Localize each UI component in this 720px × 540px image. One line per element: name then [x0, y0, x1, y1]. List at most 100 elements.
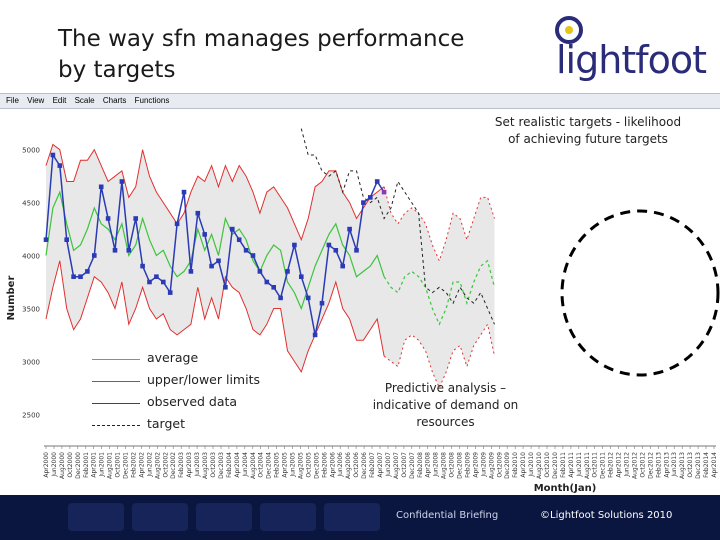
x-tick-label: Feb2006 [321, 452, 328, 478]
y-axis-label: Number [6, 276, 17, 321]
lightfoot-logo [555, 16, 583, 44]
x-tick-label: Dec2002 [170, 452, 177, 479]
x-tick-label: Dec2013 [695, 452, 702, 479]
x-tick-label: Feb2009 [465, 452, 472, 478]
x-tick-label: Dec2005 [313, 452, 320, 479]
observed-data-point [133, 216, 138, 221]
x-tick-label: Oct2002 [162, 452, 169, 478]
x-tick-label: Apr2006 [329, 452, 336, 478]
lower-limit-line [45, 260, 385, 374]
x-tick-label: Feb2010 [512, 452, 519, 478]
observed-data-point [57, 163, 63, 168]
observed-data-point [216, 258, 221, 264]
x-tick-label: Oct2004 [258, 452, 265, 478]
observed-data-point [250, 253, 256, 258]
y-tick-label: 3000 [22, 358, 40, 366]
x-axis-label: Month(Jan) [534, 483, 597, 494]
x-tick-label: Feb2001 [83, 452, 90, 478]
observed-data-point [347, 226, 352, 232]
x-tick-label: Feb2004 [226, 452, 233, 478]
menu-item-view[interactable]: View [27, 96, 45, 105]
x-tick-label: Jun2006 [337, 452, 344, 478]
x-tick-label: Oct2003 [210, 452, 217, 478]
x-tick-label: Feb2003 [178, 452, 185, 478]
observed-data-point [243, 248, 249, 253]
x-tick-label: Jun2000 [51, 452, 58, 478]
x-tick-label: Dec2006 [361, 452, 368, 479]
x-tick-label: Jun2013 [671, 452, 678, 478]
average-line [45, 190, 385, 311]
observed-data-point [105, 216, 111, 221]
y-tick-label: 2500 [22, 411, 40, 419]
average-forecast-line [383, 259, 496, 326]
x-tick-label: Oct2001 [115, 452, 122, 478]
x-tick-label: Apr2005 [282, 452, 289, 478]
x-tick-label: Feb2013 [655, 452, 662, 478]
y-tick-label: 4500 [22, 200, 40, 208]
observed-data-point [271, 285, 276, 290]
footer-tile [324, 503, 380, 531]
x-tick-label: Apr2012 [616, 452, 623, 478]
x-tick-label: Aug2010 [536, 452, 543, 479]
y-tick-label: 3500 [22, 306, 40, 314]
observed-data-point [278, 295, 283, 301]
x-tick-label: Feb2014 [703, 452, 710, 478]
x-tick-label: Oct2009 [496, 452, 503, 478]
observed-data-point [340, 263, 345, 269]
x-tick-label: Feb2008 [417, 452, 424, 478]
x-tick-label: Jun2010 [528, 452, 535, 478]
x-tick-label: Apr2014 [711, 452, 718, 478]
footer-copyright: ©Lightfoot Solutions 2010 [540, 510, 673, 521]
menu-item-functions[interactable]: Functions [134, 96, 170, 105]
observed-data-point [319, 300, 325, 306]
observed-data-point [71, 274, 76, 279]
observed-data-point [161, 279, 166, 285]
x-tick-label: Oct2011 [592, 452, 599, 478]
x-tick-label: Feb2002 [131, 452, 138, 478]
x-tick-label: Aug2007 [393, 452, 400, 479]
footer-bar: Confidential Briefing ©Lightfoot Solutio… [0, 495, 720, 540]
observed-data-point [119, 179, 125, 184]
menu-item-file[interactable]: File [6, 96, 19, 105]
footer-tile [68, 503, 124, 531]
x-tick-label: Aug2000 [59, 452, 66, 479]
x-tick-label: Dec2007 [409, 452, 416, 479]
observed-data-point [305, 295, 311, 301]
y-tick-label: 5000 [22, 147, 40, 155]
observed-data-point [140, 263, 145, 269]
observed-data-point [236, 237, 242, 242]
menu-item-edit[interactable]: Edit [52, 96, 67, 105]
observed-data-point [209, 263, 214, 269]
observed-data-point [326, 242, 332, 248]
x-tick-label: Apr2007 [377, 452, 384, 478]
logo-dot-icon [565, 26, 573, 34]
observed-data-point [285, 269, 290, 274]
observed-data-point [202, 232, 207, 237]
x-tick-label: Oct2008 [449, 452, 456, 478]
forecast-highlight-circle [560, 209, 720, 377]
menu-item-charts[interactable]: Charts [102, 96, 127, 105]
x-tick-label: Dec2009 [504, 452, 511, 479]
x-tick-label: Aug2003 [202, 452, 209, 479]
x-tick-label: Aug2005 [298, 452, 305, 479]
x-tick-label: Oct2007 [401, 452, 408, 478]
x-tick-label: Feb2007 [369, 452, 376, 478]
x-tick-label: Aug2009 [488, 452, 495, 479]
x-tick-label: Dec2012 [647, 452, 654, 479]
menu-item-scale[interactable]: Scale [74, 96, 95, 105]
observed-data-point [299, 274, 304, 279]
x-tick-label: Oct2000 [67, 452, 74, 478]
observed-data-point [354, 248, 359, 253]
x-tick-label: Jun2009 [480, 452, 487, 478]
observed-data-point [381, 189, 387, 195]
x-tick-label: Feb2011 [560, 452, 567, 478]
callout-predictive: Predictive analysis – indicative of dema… [372, 381, 519, 429]
observed-data-point [78, 274, 83, 279]
y-tick-label: 4000 [22, 253, 40, 261]
observed-data-point [50, 152, 56, 158]
x-tick-label: Oct2010 [544, 452, 551, 478]
menu-bar: File View Edit Scale Charts Functions [0, 93, 720, 109]
observed-data-point [174, 221, 180, 227]
observed-data-point [188, 269, 194, 274]
